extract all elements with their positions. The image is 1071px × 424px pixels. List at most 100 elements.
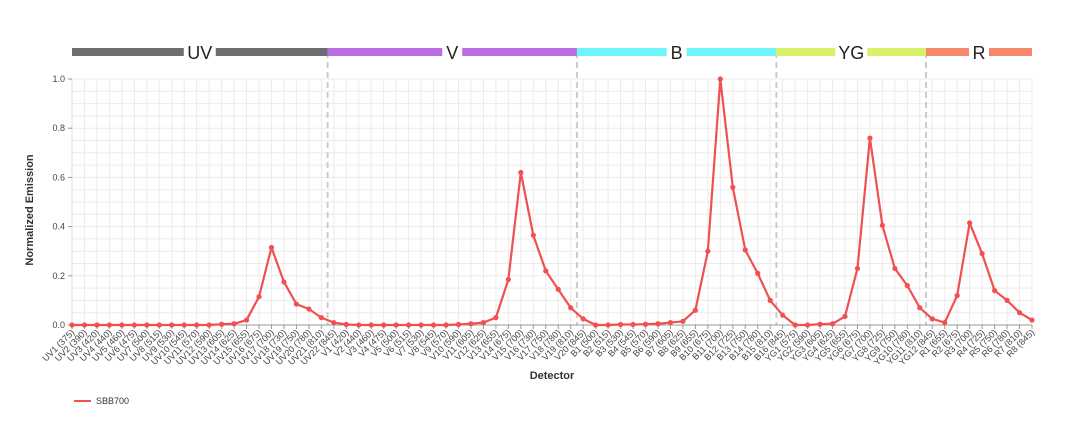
band-segment-v [462,48,577,56]
data-point[interactable] [356,322,362,328]
data-point[interactable] [617,321,624,328]
y-tick-label: 0.8 [52,123,65,133]
data-point[interactable] [867,135,873,141]
data-point[interactable] [194,322,200,328]
data-point[interactable] [206,322,212,328]
data-point[interactable] [817,321,823,327]
data-point[interactable] [991,287,998,294]
data-point[interactable] [268,244,275,251]
data-point[interactable] [443,322,449,328]
data-point[interactable] [767,297,773,303]
data-point[interactable] [381,322,387,328]
data-point[interactable] [692,307,698,313]
grid [71,78,1033,326]
data-point[interactable] [493,315,499,321]
data-point[interactable] [430,322,437,328]
band-label-v: V [446,43,458,63]
data-point[interactable] [705,248,711,254]
data-point[interactable] [680,318,686,324]
data-point[interactable] [854,265,861,272]
data-point[interactable] [929,316,935,322]
data-point[interactable] [755,270,761,276]
data-point[interactable] [630,321,636,328]
data-point[interactable] [69,322,75,328]
data-point[interactable] [181,322,187,328]
data-point[interactable] [256,294,262,300]
band-segment-b [576,48,667,56]
data-point[interactable] [917,305,923,311]
series [69,76,1035,328]
data-point[interactable] [468,321,474,327]
band-separators [326,52,928,325]
y-tick-label: 0.2 [52,271,65,281]
data-point[interactable] [119,322,125,328]
data-point[interactable] [331,319,337,326]
x-axis: UV1 (375)UV2 (390)UV3 (420)UV4 (440)UV5 … [40,324,1036,367]
data-point[interactable] [580,316,586,322]
legend-label: SBB700 [96,396,129,406]
data-point[interactable] [318,315,324,321]
data-point[interactable] [243,317,250,323]
data-point[interactable] [605,322,611,328]
data-point[interactable] [543,268,549,274]
data-point[interactable] [393,322,399,328]
data-point[interactable] [81,322,88,328]
data-point[interactable] [555,286,561,292]
data-point[interactable] [568,305,574,311]
data-point[interactable] [717,76,723,82]
data-point[interactable] [954,292,960,299]
data-point[interactable] [892,265,898,272]
data-point[interactable] [106,322,113,328]
data-point[interactable] [131,322,137,328]
data-point[interactable] [293,301,300,307]
data-point[interactable] [742,247,748,253]
data-point[interactable] [505,276,511,283]
data-point[interactable] [231,321,237,327]
data-point[interactable] [480,319,487,326]
y-axis-title: Normalized Emission [24,154,36,266]
data-point[interactable] [593,322,599,328]
data-point[interactable] [530,232,536,238]
band-segment-uv [215,48,328,56]
data-point[interactable] [979,251,985,257]
data-point[interactable] [642,321,649,327]
data-point[interactable] [904,283,910,289]
band-label-r: R [973,43,986,63]
data-point[interactable] [804,322,811,328]
band-segment-yg [776,48,836,56]
data-point[interactable] [730,184,736,190]
data-point[interactable] [1004,297,1010,303]
data-point[interactable] [655,321,661,327]
band-label-uv: UV [187,43,212,63]
y-tick-label: 0.6 [52,172,65,182]
data-point[interactable] [94,322,100,328]
band-label-b: B [671,43,683,63]
data-point[interactable] [144,322,150,328]
band-segment-uv [72,48,184,56]
y-tick-label: 0.4 [52,222,65,232]
y-tick-label: 1.0 [52,74,65,84]
data-point[interactable] [455,321,462,328]
data-point[interactable] [780,312,786,318]
legend[interactable]: SBB700 [74,396,129,406]
data-point[interactable] [406,322,412,328]
data-point[interactable] [169,322,175,328]
data-point[interactable] [368,322,374,328]
data-point[interactable] [343,321,349,328]
data-point[interactable] [942,319,948,326]
data-point[interactable] [156,322,162,328]
data-point[interactable] [418,322,424,328]
data-point[interactable] [281,279,287,285]
data-point[interactable] [792,322,798,328]
data-point[interactable] [842,313,848,319]
data-point[interactable] [219,321,225,327]
data-point[interactable] [967,220,973,226]
data-point[interactable] [879,222,885,228]
data-point[interactable] [1016,310,1023,316]
data-point[interactable] [306,306,312,312]
data-point[interactable] [829,321,836,327]
data-point[interactable] [518,169,524,176]
data-point[interactable] [667,319,674,326]
data-point[interactable] [1029,317,1035,323]
